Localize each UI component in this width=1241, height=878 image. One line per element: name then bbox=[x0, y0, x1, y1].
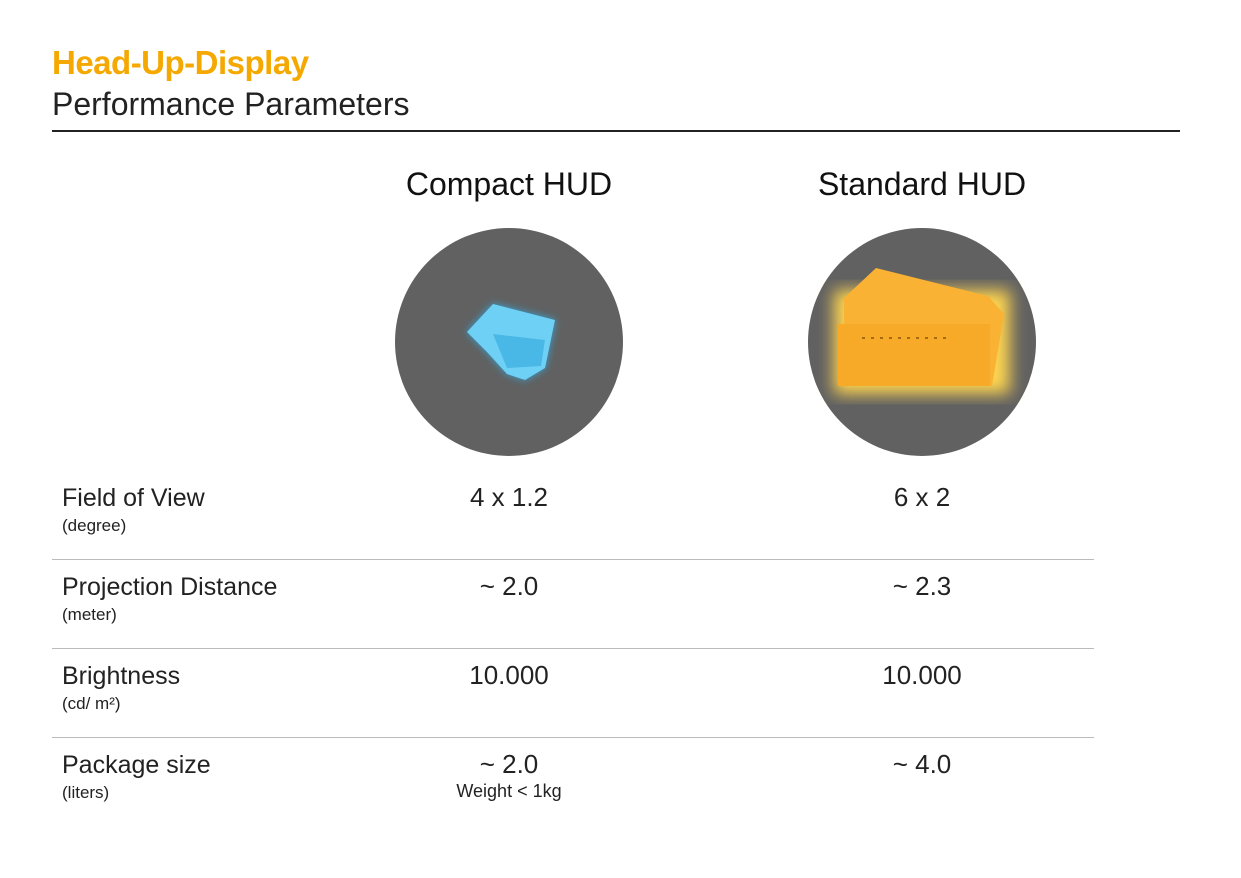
standard-value: 10.000 bbox=[882, 660, 962, 690]
compact-note: Weight < 1kg bbox=[456, 781, 562, 801]
table-row: Field of View (degree) 4 x 1.2 6 x 2 bbox=[52, 470, 1094, 560]
compact-value: 10.000 bbox=[469, 660, 549, 690]
column-header-compact: Compact HUD bbox=[405, 166, 613, 202]
row-unit: (degree) bbox=[62, 516, 127, 535]
table-row: Brightness (cd/ m²) 10.000 10.000 bbox=[52, 648, 1094, 738]
compact-value: 4 x 1.2 bbox=[469, 482, 549, 512]
compact-hud-image bbox=[395, 228, 623, 456]
page-title: Head-Up-Display bbox=[52, 44, 309, 81]
row-label: Brightness bbox=[62, 662, 181, 690]
compact-hud-icon bbox=[467, 304, 555, 380]
compact-value: ~ 2.0 bbox=[479, 749, 539, 779]
row-unit: (meter) bbox=[62, 605, 117, 624]
title-divider bbox=[52, 130, 1180, 132]
standard-hud-icon bbox=[834, 268, 1010, 394]
compact-value: ~ 2.0 bbox=[479, 571, 539, 601]
column-header-standard: Standard HUD bbox=[817, 166, 1027, 202]
table-row: Package size (liters) ~ 2.0 ~ 4.0 Weight … bbox=[52, 737, 1094, 826]
standard-hud-image bbox=[808, 228, 1036, 456]
table-row: Projection Distance (meter) ~ 2.0 ~ 2.3 bbox=[52, 559, 1094, 649]
page-subtitle: Performance Parameters bbox=[52, 86, 410, 122]
standard-value: 6 x 2 bbox=[893, 482, 951, 512]
row-label: Field of View bbox=[62, 484, 205, 512]
row-unit: (liters) bbox=[62, 783, 110, 802]
row-label: Package size bbox=[62, 751, 211, 779]
standard-value: ~ 4.0 bbox=[892, 749, 952, 779]
row-label: Projection Distance bbox=[62, 573, 278, 601]
standard-value: ~ 2.3 bbox=[892, 571, 952, 601]
row-unit: (cd/ m²) bbox=[62, 694, 121, 713]
